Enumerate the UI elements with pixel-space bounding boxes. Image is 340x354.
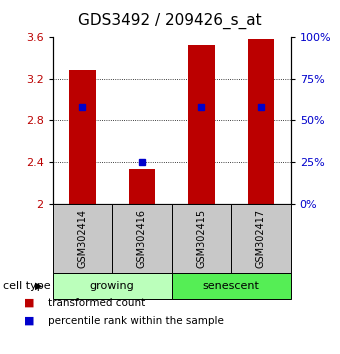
Text: ▶: ▶: [35, 281, 43, 291]
Text: transformed count: transformed count: [48, 298, 145, 308]
Text: ■: ■: [24, 316, 34, 326]
Text: GSM302414: GSM302414: [78, 209, 87, 268]
Text: GDS3492 / 209426_s_at: GDS3492 / 209426_s_at: [78, 12, 262, 29]
Text: growing: growing: [90, 281, 135, 291]
Text: senescent: senescent: [203, 281, 260, 291]
Bar: [69, 70, 96, 204]
Text: GSM302417: GSM302417: [256, 209, 266, 268]
Bar: [129, 169, 155, 204]
Text: ■: ■: [24, 298, 34, 308]
Text: GSM302415: GSM302415: [197, 209, 206, 268]
Text: percentile rank within the sample: percentile rank within the sample: [48, 316, 223, 326]
Text: cell type: cell type: [3, 281, 51, 291]
Bar: [188, 46, 215, 204]
Bar: [248, 39, 274, 204]
Text: GSM302416: GSM302416: [137, 209, 147, 268]
